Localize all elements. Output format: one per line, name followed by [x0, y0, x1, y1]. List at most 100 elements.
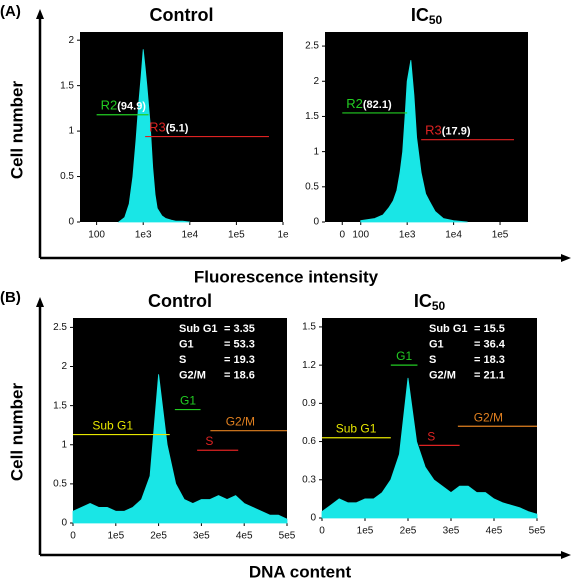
chart-title: Control [150, 5, 214, 25]
y-tick-label: 0.5 [60, 171, 74, 182]
title-subscript: 50 [429, 13, 443, 27]
y-tick-label: 0.5 [305, 181, 319, 192]
gate-label: R2(94.9) [101, 98, 147, 113]
title-text: Control [150, 5, 214, 25]
y-tick-label: 1.5 [305, 111, 319, 122]
gate-percent: (17.9) [442, 126, 471, 138]
gate-name: S [205, 434, 213, 448]
gate-label: G1 [180, 394, 196, 408]
x-tick-label: 1e5 [228, 230, 245, 241]
y-tick-label: 0 [61, 518, 67, 529]
title-text: IC [414, 291, 432, 311]
plot-background [73, 318, 287, 523]
stat-value: = 21.1 [474, 369, 505, 381]
y-tick-label: 2.5 [53, 322, 67, 333]
x-tick-label: 0 [339, 230, 345, 241]
x-tick-label: 1e4 [181, 230, 198, 241]
title-text: Control [148, 291, 212, 311]
y-tick-label: 1.5 [60, 80, 74, 91]
histogram [321, 377, 538, 519]
y-tick-label: 0.6 [302, 436, 316, 447]
panel-label: (A) [0, 3, 21, 20]
histogram [117, 49, 190, 223]
stat-value: = 36.4 [474, 338, 506, 350]
y-tick-label: 2 [61, 361, 67, 372]
y-tick-label: 2.5 [305, 41, 319, 52]
x-tick-label: 1e3 [135, 230, 152, 241]
gate-label: R3(5.1) [149, 120, 189, 135]
stat-name: S [429, 354, 436, 366]
y-tick-label: 0 [313, 217, 319, 228]
chart-title: IC50 [414, 291, 446, 313]
panel-label: (B) [0, 289, 21, 306]
stat-name: G1 [179, 338, 194, 350]
title-subscript: 50 [432, 299, 446, 313]
stat-name: G2/M [429, 369, 456, 381]
gate-percent: (82.1) [363, 99, 392, 111]
x-tick-label: 3e5 [193, 531, 210, 542]
gate-label: Sub G1 [92, 419, 133, 433]
stat-name: Sub G1 [429, 323, 468, 335]
gate-name: Sub G1 [92, 419, 133, 433]
x-tick-label: 1e5 [107, 531, 124, 542]
gate-name: G1 [180, 394, 196, 408]
stat-name: S [179, 354, 186, 366]
gate-label: G2/M [474, 410, 503, 424]
y-axis-label: Cell number [7, 81, 26, 180]
y-tick-label: 1 [68, 126, 74, 137]
x-tick-label: 0 [70, 531, 76, 542]
y-tick-label: 0 [68, 217, 74, 228]
x-tick-label: 1e5 [492, 230, 509, 241]
x-tick-label: 2e5 [150, 531, 167, 542]
x-tick-label: 100 [352, 230, 369, 241]
x-axis-label: DNA content [249, 562, 352, 581]
gate-name: R3 [149, 120, 166, 135]
x-tick-label: 100 [88, 230, 105, 241]
gate-label: R2(82.1) [346, 96, 392, 111]
y-tick-label: 2 [68, 35, 74, 46]
x-tick-label: 3e5 [443, 526, 460, 537]
gate-label: S [427, 430, 435, 444]
gate-name: G2/M [474, 410, 503, 424]
x-tick-label: 1e5 [357, 526, 374, 537]
gate-name: G1 [396, 349, 412, 363]
x-tick-label: 5e5 [279, 531, 296, 542]
x-tick-label: 1e3 [399, 230, 416, 241]
gate-label: R3(17.9) [425, 123, 471, 138]
gate-name: G2/M [226, 415, 255, 429]
y-tick-label: 1.5 [53, 400, 67, 411]
gate-name: S [427, 430, 435, 444]
stat-value: = 18.3 [474, 354, 505, 366]
y-tick-label: 1.5 [302, 322, 316, 333]
chart-title: IC50 [411, 5, 443, 27]
x-tick-label: 5e5 [529, 526, 546, 537]
stat-value: = 53.3 [224, 338, 255, 350]
y-tick-label: 2 [313, 76, 319, 87]
gate-name: R3 [425, 123, 442, 138]
plot-background [325, 32, 528, 222]
chart-title: Control [148, 291, 212, 311]
gate-name: R2 [101, 98, 118, 113]
y-axis-label: Cell number [7, 383, 26, 482]
histogram [72, 374, 288, 524]
histogram [360, 60, 468, 223]
x-axis-label: Fluorescence intensity [194, 267, 379, 286]
y-tick-label: 0.3 [302, 474, 316, 485]
x-tick-label: 1e [277, 230, 289, 241]
title-text: IC [411, 5, 429, 25]
gate-name: Sub G1 [336, 422, 377, 436]
gate-percent: (5.1) [166, 122, 189, 134]
y-tick-label: 1 [61, 439, 67, 450]
x-tick-label: 4e5 [236, 531, 253, 542]
x-tick-label: 4e5 [486, 526, 503, 537]
gate-label: S [205, 434, 213, 448]
y-tick-label: 1 [313, 146, 319, 157]
x-tick-label: 1e4 [445, 230, 462, 241]
y-tick-label: 1.2 [302, 360, 316, 371]
x-tick-label: 2e5 [400, 526, 417, 537]
stat-name: G2/M [179, 369, 206, 381]
stat-name: G1 [429, 338, 444, 350]
y-tick-label: 0.9 [302, 398, 316, 409]
gate-name: R2 [346, 96, 363, 111]
